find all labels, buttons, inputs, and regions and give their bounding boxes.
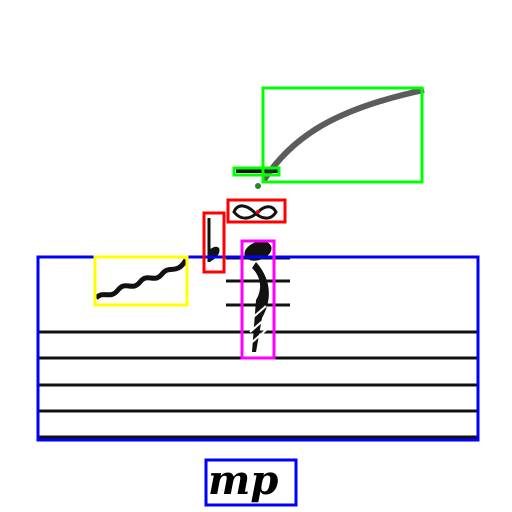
dynamic-mark: mp: [208, 457, 278, 504]
trill-box: [93, 255, 189, 307]
staff-box: [36, 255, 480, 442]
articulation-box: [232, 166, 281, 177]
slur: [261, 87, 425, 182]
turn-ornament: [232, 204, 278, 220]
annotation-boxes: [36, 86, 480, 507]
turn-marker: [256, 210, 260, 214]
note-flag: [252, 262, 269, 352]
note: [244, 241, 272, 352]
flat-box: [202, 211, 226, 274]
slur-box: [261, 86, 424, 184]
turn-box: [226, 198, 287, 224]
staff-lines: [38, 330, 478, 439]
flat-sign: [207, 218, 220, 262]
note-box: [240, 239, 276, 360]
dynamic-box: [204, 458, 298, 507]
note-hatch: [249, 305, 267, 345]
trill-wavy-line: [94, 258, 189, 300]
